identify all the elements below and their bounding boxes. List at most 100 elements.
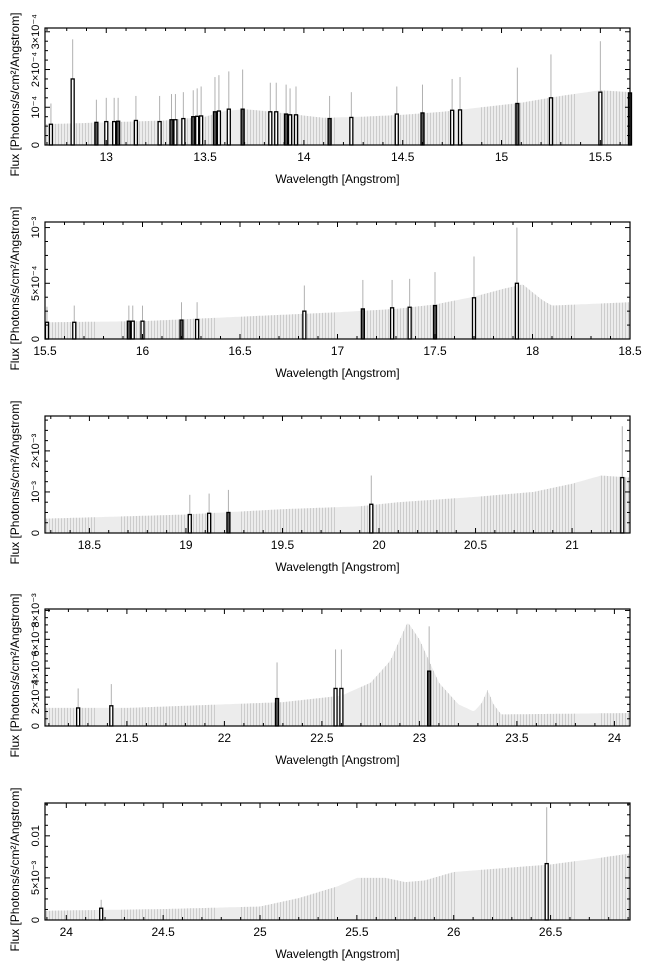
panel-5: 24 24.5 25 25.5 26 26.5 Wavelength [Angstrom] 0…: [8, 787, 631, 961]
y-tick-label: 0: [30, 723, 42, 729]
model-bin-lines: [46, 475, 629, 533]
x-tick-label: 23: [413, 731, 427, 745]
data-bar: [457, 109, 463, 146]
data-bar: [339, 687, 344, 727]
x-tick-label: 24: [60, 925, 74, 939]
data-bar: [240, 108, 245, 146]
data-bar: [420, 112, 425, 146]
y-axis-label: Flux [Photons/s/cm²/Angstrom]: [8, 206, 22, 370]
model-continuum-area: [45, 853, 630, 920]
y-tick-label: 10⁻⁴: [30, 96, 42, 119]
data-bar: [70, 78, 75, 146]
y-tick-label: 0: [30, 336, 42, 342]
x-tick-label: 22.5: [310, 731, 334, 745]
data-bar: [274, 697, 280, 727]
y-axis-label: Flux [Photons/s/cm²/Angstrom]: [8, 593, 22, 757]
data-bar: [268, 111, 273, 146]
data-bar: [133, 119, 139, 146]
data-bar: [181, 117, 186, 146]
x-tick-label: 19.5: [271, 538, 295, 552]
y-tick-label: 10⁻³: [30, 216, 42, 238]
y-tick-label: 4×10⁻³: [30, 651, 42, 686]
panel-1: 13 13.5 14 14.5 15 15.5 Wavelength [Angstrom] 0…: [8, 12, 633, 186]
x-axis-label: Wavelength [Angstrom]: [275, 172, 399, 186]
data-bar: [515, 102, 520, 146]
data-bar: [226, 511, 231, 534]
x-tick-label: 24.5: [151, 925, 175, 939]
data-bar: [407, 306, 412, 340]
x-tick-label: 15.5: [589, 150, 613, 164]
x-tick-label: 20.5: [464, 538, 488, 552]
y-tick-label: 6×10⁻³: [30, 622, 42, 657]
data-bar: [287, 114, 293, 146]
data-bar: [360, 308, 366, 340]
y-tick-label: 0: [30, 917, 42, 923]
x-axis-label: Wavelength [Angstrom]: [275, 947, 399, 961]
x-tick-label: 16.5: [228, 344, 252, 358]
data-bar: [173, 119, 178, 146]
data-bar: [94, 121, 99, 146]
y-tick-label: 8×10⁻³: [30, 593, 42, 628]
x-tick-label: 25.5: [345, 925, 369, 939]
data-bar: [449, 109, 455, 146]
data-bar: [426, 670, 432, 727]
x-tick-label: 26.5: [539, 925, 563, 939]
x-axis-label: Wavelength [Angstrom]: [275, 366, 399, 380]
x-tick-label: 15: [495, 150, 509, 164]
data-bar: [432, 304, 438, 340]
model-continuum-area: [45, 623, 630, 726]
y-tick-label: 2×10⁻⁴: [30, 52, 42, 88]
x-tick-label: 18.5: [78, 538, 102, 552]
data-bar: [283, 113, 289, 146]
x-tick-label: 17.5: [423, 344, 447, 358]
x-tick-label: 25: [253, 925, 267, 939]
y-tick-label: 5×10⁻³: [30, 860, 42, 895]
data-bar: [169, 119, 174, 146]
model-bin-lines: [46, 624, 629, 726]
data-bar: [157, 120, 162, 146]
x-tick-label: 13.5: [193, 150, 217, 164]
data-bar: [126, 320, 131, 340]
data-bar: [76, 707, 81, 727]
x-tick-label: 21: [565, 538, 579, 552]
x-tick-label: 17: [331, 344, 345, 358]
data-bar: [514, 282, 520, 340]
data-bar: [130, 320, 135, 340]
data-bar: [302, 310, 307, 340]
x-tick-label: 14: [297, 150, 311, 164]
y-tick-label: 2×10⁻³: [30, 680, 42, 715]
y-tick-label: 0: [30, 142, 42, 148]
x-tick-label: 26: [447, 925, 461, 939]
panel-4: 21.5 22 22.5 23 23.5 24 Wavelength [Angstrom] 0…: [8, 593, 631, 767]
model-bin-lines: [46, 853, 629, 920]
data-bar: [548, 97, 554, 146]
data-bar: [389, 307, 395, 340]
data-bar: [195, 115, 200, 146]
x-tick-label: 23.5: [505, 731, 529, 745]
data-bar: [206, 512, 212, 534]
y-tick-label: 0.01: [30, 825, 42, 846]
data-bar: [394, 113, 399, 146]
data-bar: [216, 110, 222, 146]
panel-2: 15.5 16 16.5 17 17.5 18 18.5 Wavelength [Angstr…: [8, 206, 642, 380]
data-bar: [226, 108, 231, 146]
panel-3: 18.5 19 19.5 20 20.5 21 Wavelength [Angstrom] 0…: [8, 400, 631, 574]
y-tick-label: 3×10⁻⁴: [30, 14, 42, 50]
data-bar: [212, 111, 218, 146]
x-tick-label: 22: [218, 731, 232, 745]
data-bar: [48, 123, 54, 146]
x-tick-label: 15.5: [33, 344, 57, 358]
data-bar: [191, 116, 196, 146]
x-tick-label: 24: [608, 731, 622, 745]
y-axis-label: Flux [Photons/s/cm²/Angstrom]: [8, 400, 22, 564]
model-continuum-area: [45, 475, 630, 533]
data-bar: [293, 114, 299, 146]
data-bar: [72, 321, 77, 340]
y-axis-label: Flux [Photons/s/cm²/Angstrom]: [8, 787, 22, 951]
y-tick-label: 0: [30, 530, 42, 536]
x-tick-label: 13: [100, 150, 114, 164]
data-bar: [598, 91, 603, 146]
x-axis-label: Wavelength [Angstrom]: [275, 560, 399, 574]
data-bar: [471, 297, 477, 340]
